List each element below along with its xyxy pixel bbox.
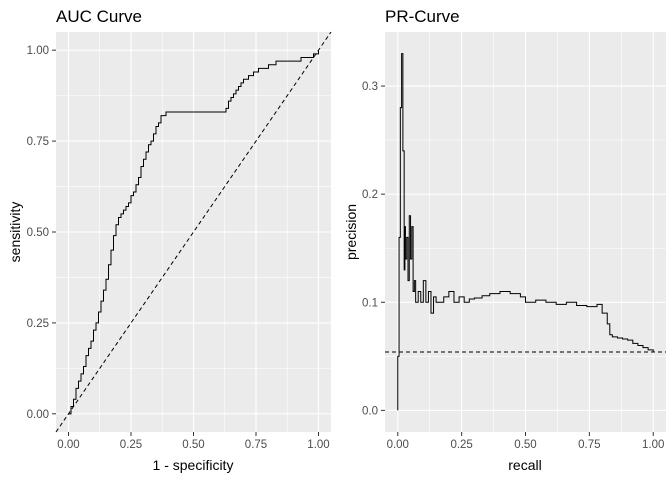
auc-x-tick-label: 0.25 bbox=[120, 439, 142, 451]
auc-y-tick-label: 0.75 bbox=[27, 136, 49, 148]
auc-y-tick-label: 0.50 bbox=[27, 227, 49, 239]
pr-grid bbox=[385, 32, 666, 432]
pr-series-path-0 bbox=[397, 53, 654, 411]
pr-series-line bbox=[397, 53, 654, 411]
pr-x-tick-label: 0.25 bbox=[450, 439, 472, 451]
auc-reference-line bbox=[55, 31, 332, 433]
auc-y-ticks: 0.00 0.25 0.50 0.75 1.00 bbox=[27, 45, 56, 421]
auc-diagonal-reference bbox=[55, 31, 332, 433]
auc-series-path-0 bbox=[68, 50, 319, 415]
pr-x-tick-label: 0.00 bbox=[387, 439, 409, 451]
auc-x-axis-label: 1 - specificity bbox=[153, 457, 234, 473]
auc-x-ticks: 0.00 0.25 0.50 0.75 1.00 bbox=[57, 432, 330, 451]
auc-series-line bbox=[68, 50, 319, 415]
auc-y-tick-label: 0.25 bbox=[27, 318, 49, 330]
pr-y-tick-label: 0.3 bbox=[362, 81, 378, 93]
auc-y-tick-label: 1.00 bbox=[27, 45, 49, 57]
pr-x-tick-label: 0.50 bbox=[514, 439, 536, 451]
pr-y-tick-label: 0.2 bbox=[362, 189, 378, 201]
auc-x-tick-label: 0.50 bbox=[182, 439, 204, 451]
auc-curve-panel: 0.00 0.25 0.50 0.75 1.00 0.00 0.25 0.50 0.75 1.0… bbox=[7, 7, 332, 473]
auc-title: AUC Curve bbox=[56, 7, 142, 26]
pr-y-tick-label: 0.1 bbox=[362, 297, 378, 309]
pr-title: PR-Curve bbox=[385, 7, 460, 26]
pr-curve-panel: 0.00 0.25 0.50 0.75 1.00 0.0 0.1 0.2 0.3 PR-Cur… bbox=[343, 7, 666, 473]
pr-y-tick-label: 0.0 bbox=[362, 405, 378, 417]
pr-x-tick-label: 0.75 bbox=[578, 439, 600, 451]
pr-y-axis-label: precision bbox=[343, 204, 359, 260]
auc-x-tick-label: 1.00 bbox=[307, 439, 329, 451]
pr-x-axis-label: recall bbox=[508, 457, 541, 473]
auc-x-tick-label: 0.75 bbox=[245, 439, 267, 451]
auc-grid bbox=[56, 32, 331, 432]
auc-y-tick-label: 0.00 bbox=[27, 409, 49, 421]
auc-x-tick-label: 0.00 bbox=[57, 439, 79, 451]
pr-x-tick-label: 1.00 bbox=[642, 439, 664, 451]
pr-x-ticks: 0.00 0.25 0.50 0.75 1.00 bbox=[387, 432, 664, 451]
pr-y-ticks: 0.0 0.1 0.2 0.3 bbox=[362, 81, 385, 417]
auc-y-axis-label: sensitivity bbox=[7, 202, 23, 263]
